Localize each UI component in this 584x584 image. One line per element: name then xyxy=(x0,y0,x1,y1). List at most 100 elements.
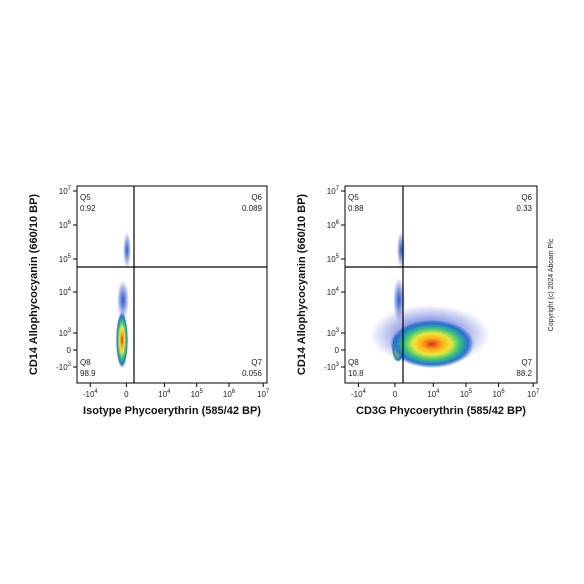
tick-exp: 6 xyxy=(336,220,340,226)
quadrant-percent: 10.8 xyxy=(348,369,364,378)
tick-base: 10 xyxy=(59,288,68,297)
tick-base: 10 xyxy=(427,390,436,399)
tick-base: 10 xyxy=(327,329,336,338)
tick-base: 10 xyxy=(327,255,336,264)
tick-base: 10 xyxy=(223,390,232,399)
tick-label: 106 xyxy=(327,220,340,230)
tick-exp: 4 xyxy=(363,389,367,395)
quadrant-name: Q5 xyxy=(348,193,359,202)
tick-exp: 6 xyxy=(232,389,236,395)
y-axis-label: CD14 Allophycocyanin (660/10 BP) xyxy=(28,194,40,375)
tick-exp: 4 xyxy=(68,287,72,293)
tick-exp: 5 xyxy=(68,254,72,260)
tick-label: 105 xyxy=(327,254,340,264)
tick-label: -104 xyxy=(83,389,99,399)
quadrant-percent: 0.92 xyxy=(80,204,96,213)
tick-exp: 3 xyxy=(68,362,72,368)
tick-exp: 4 xyxy=(336,287,340,293)
tick-label: 103 xyxy=(59,328,72,338)
tick-exp: 3 xyxy=(68,328,72,334)
tick-label: 106 xyxy=(492,389,505,399)
tick-label: 107 xyxy=(327,186,340,196)
tick-base: 10 xyxy=(327,221,336,230)
x-axis-label: Isotype Phycoerythrin (585/42 BP) xyxy=(83,405,261,417)
tick-base: 10 xyxy=(257,390,266,399)
density-cloud xyxy=(390,320,474,368)
tick-base: 10 xyxy=(327,187,336,196)
tick-label: 103 xyxy=(327,328,340,338)
quadrant-name: Q7 xyxy=(251,358,262,367)
quadrant-name: Q7 xyxy=(521,358,532,367)
tick-base: 0 xyxy=(335,346,340,355)
tick-label: 0 xyxy=(67,346,72,355)
quadrant-name: Q6 xyxy=(521,193,532,202)
tick-exp: 7 xyxy=(266,389,270,395)
tick-exp: 5 xyxy=(336,254,340,260)
tick-base: 10 xyxy=(158,390,167,399)
tick-exp: 6 xyxy=(68,220,72,226)
tick-base: -10 xyxy=(83,390,95,399)
tick-base: 10 xyxy=(59,329,68,338)
plot-frame xyxy=(76,185,268,384)
quadrant-name: Q5 xyxy=(80,193,91,202)
tick-label: 104 xyxy=(59,287,72,297)
tick-exp: 7 xyxy=(536,389,540,395)
tick-exp: 7 xyxy=(336,186,340,192)
tick-label: -103 xyxy=(324,362,340,372)
tick-base: 0 xyxy=(67,346,72,355)
quadrant-percent: 88.2 xyxy=(516,369,532,378)
tick-label: 104 xyxy=(158,389,171,399)
tick-exp: 7 xyxy=(68,186,72,192)
tick-label: 106 xyxy=(59,220,72,230)
tick-exp: 6 xyxy=(501,389,505,395)
quadrant-percent: 0.88 xyxy=(348,204,364,213)
tick-label: 105 xyxy=(59,254,72,264)
quadrant-percent: 0.056 xyxy=(242,369,263,378)
tick-base: -10 xyxy=(351,390,363,399)
tick-base: 10 xyxy=(460,390,469,399)
tick-label: 104 xyxy=(327,287,340,297)
tick-label: 105 xyxy=(460,389,473,399)
quadrant-name: Q6 xyxy=(251,193,262,202)
tick-base: 10 xyxy=(59,221,68,230)
tick-exp: 5 xyxy=(199,389,203,395)
tick-label: 107 xyxy=(59,186,72,196)
tick-exp: 4 xyxy=(94,389,98,395)
quadrant-percent: 98.9 xyxy=(80,369,96,378)
y-axis-label: CD14 Allophycocyanin (660/10 BP) xyxy=(296,194,308,375)
tick-exp: 3 xyxy=(336,328,340,334)
tick-base: -10 xyxy=(56,363,68,372)
tick-base: 10 xyxy=(59,255,68,264)
tick-base: 10 xyxy=(327,288,336,297)
density-cloud xyxy=(116,312,128,368)
tick-base: 10 xyxy=(492,390,501,399)
tick-label: -103 xyxy=(56,362,72,372)
tick-base: 0 xyxy=(124,390,129,399)
plot-frame xyxy=(344,185,538,384)
quadrant-name: Q8 xyxy=(80,358,91,367)
quadrant-name: Q8 xyxy=(348,358,359,367)
density-cloud xyxy=(117,280,129,320)
tick-base: 0 xyxy=(393,390,398,399)
quadrant-percent: 0.089 xyxy=(242,204,263,213)
density-cloud xyxy=(123,232,131,268)
tick-label: 105 xyxy=(191,389,204,399)
tick-base: 10 xyxy=(191,390,200,399)
copyright: Copyright (c) 2024 Abcam Plc xyxy=(548,238,555,331)
tick-label: 0 xyxy=(335,346,340,355)
tick-base: 10 xyxy=(527,390,536,399)
density-cloud xyxy=(397,232,405,268)
tick-label: 0 xyxy=(124,390,129,399)
tick-base: 10 xyxy=(59,187,68,196)
quadrant-percent: 0.33 xyxy=(516,204,532,213)
tick-label: 107 xyxy=(527,389,540,399)
tick-label: -104 xyxy=(351,389,367,399)
tick-label: 0 xyxy=(393,390,398,399)
tick-label: 104 xyxy=(427,389,440,399)
tick-label: 106 xyxy=(223,389,236,399)
tick-base: -10 xyxy=(324,363,336,372)
tick-exp: 4 xyxy=(436,389,440,395)
tick-label: 107 xyxy=(257,389,270,399)
tick-exp: 5 xyxy=(469,389,473,395)
